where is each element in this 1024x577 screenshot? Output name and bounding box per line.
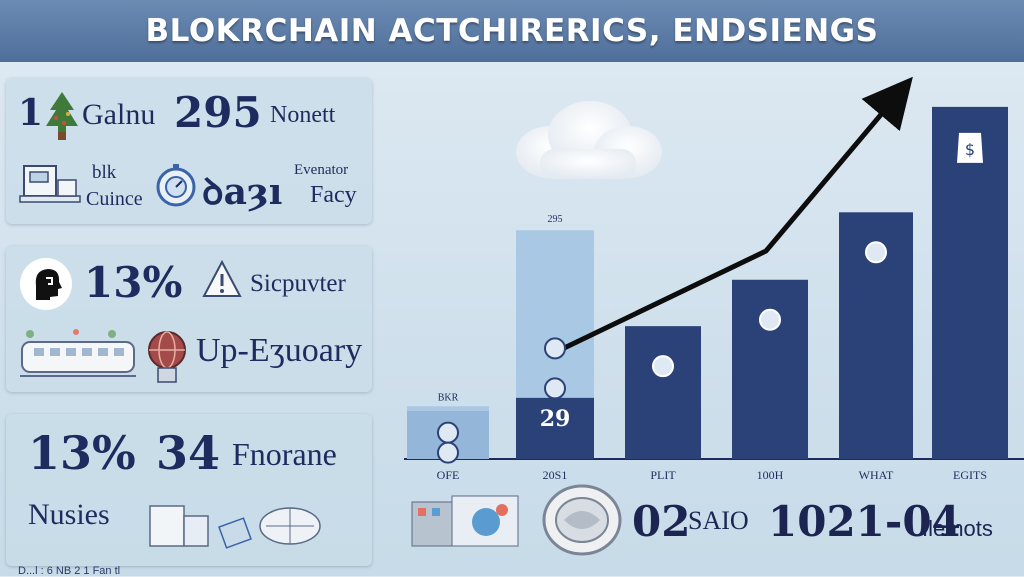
category-label: PLIT (650, 468, 676, 482)
svg-text:$: $ (965, 140, 975, 159)
bar-chart: OFE BKR 20S1 295 29 PLIT 100H WHAT EGITS $ (404, 76, 1024, 482)
panel1-word1: Galnu (82, 98, 156, 131)
dollar-tag-icon: $ (957, 132, 983, 163)
chart-title: BLOKRCHAIN ACTCHIRERICS, ENDSIENGS (145, 13, 879, 49)
train-icon (20, 329, 136, 377)
data-label: 29 (540, 406, 571, 432)
stopwatch-icon (156, 164, 196, 207)
bar-icon (544, 337, 566, 400)
cloud-icon (516, 101, 662, 179)
bottom-small2: Ilemots (922, 516, 993, 541)
category-label: 20S1 (543, 468, 568, 482)
bar (516, 397, 594, 459)
panel3-num: 34 (156, 426, 221, 480)
bottom-big1: 02 (632, 497, 691, 546)
category-label: EGITS (953, 468, 987, 482)
trend-arrow (558, 76, 913, 353)
truck-icon (19, 165, 81, 203)
panel3-pct: 13% (28, 426, 136, 480)
building-icon (411, 495, 519, 547)
bar (625, 326, 701, 459)
title-bar: BLOKRCHAIN ACTCHIRERICS, ENDSIENGS (0, 0, 1024, 62)
panel1-mid: ꝺaȝı (202, 171, 283, 213)
bar-icon (652, 355, 674, 378)
panel1-label-b: Cuince (86, 188, 143, 210)
panel3-word2: Nusies (28, 498, 110, 531)
bar-icon (865, 241, 887, 264)
stats-panel-3: 13% 34 Fnorane Nusies (6, 414, 372, 566)
category-label: WHAT (859, 468, 894, 482)
panel1-num2: 295 (174, 88, 262, 137)
bottom-small1: SAIO (688, 506, 749, 535)
tree-icon (46, 92, 78, 140)
stats-panel-2: 13% Sicpuvter Up-Eʒuoary (6, 246, 372, 392)
bar-icon (437, 421, 459, 464)
panel1-word2: Nonett (270, 102, 336, 128)
bar-icon (759, 308, 781, 331)
bottom-big2: 1021-04 (768, 497, 961, 546)
bar (932, 106, 1008, 459)
panel1-num1: 1 (18, 92, 44, 134)
panel3-word: Fnorane (232, 436, 337, 472)
coin-icon (542, 484, 622, 556)
head-icon (20, 258, 72, 310)
panel2-pct: 13% (84, 258, 183, 307)
stats-panel-1: 1 Galnu 295 Nonett blk Cuince ꝺaȝı Evena… (6, 78, 372, 224)
panel2-word2: Up-Eʒuoary (196, 332, 363, 369)
bar (732, 279, 808, 459)
panel2-word: Sicpuvter (250, 270, 346, 297)
panel1-right-a: Evenator (294, 162, 349, 178)
building-icon (149, 505, 321, 549)
footer-text: D...l : 6 NB 2 1 Fan tl (18, 565, 121, 577)
globe-icon (148, 331, 186, 383)
bar-top-label: BKR (438, 392, 459, 403)
category-label: OFE (437, 468, 460, 482)
category-label: 100H (757, 468, 784, 482)
bar-top-label: 295 (548, 214, 563, 225)
panel1-right-b: Facy (310, 182, 357, 208)
panel1-label-a: blk (92, 162, 117, 183)
warning-icon (202, 259, 242, 297)
